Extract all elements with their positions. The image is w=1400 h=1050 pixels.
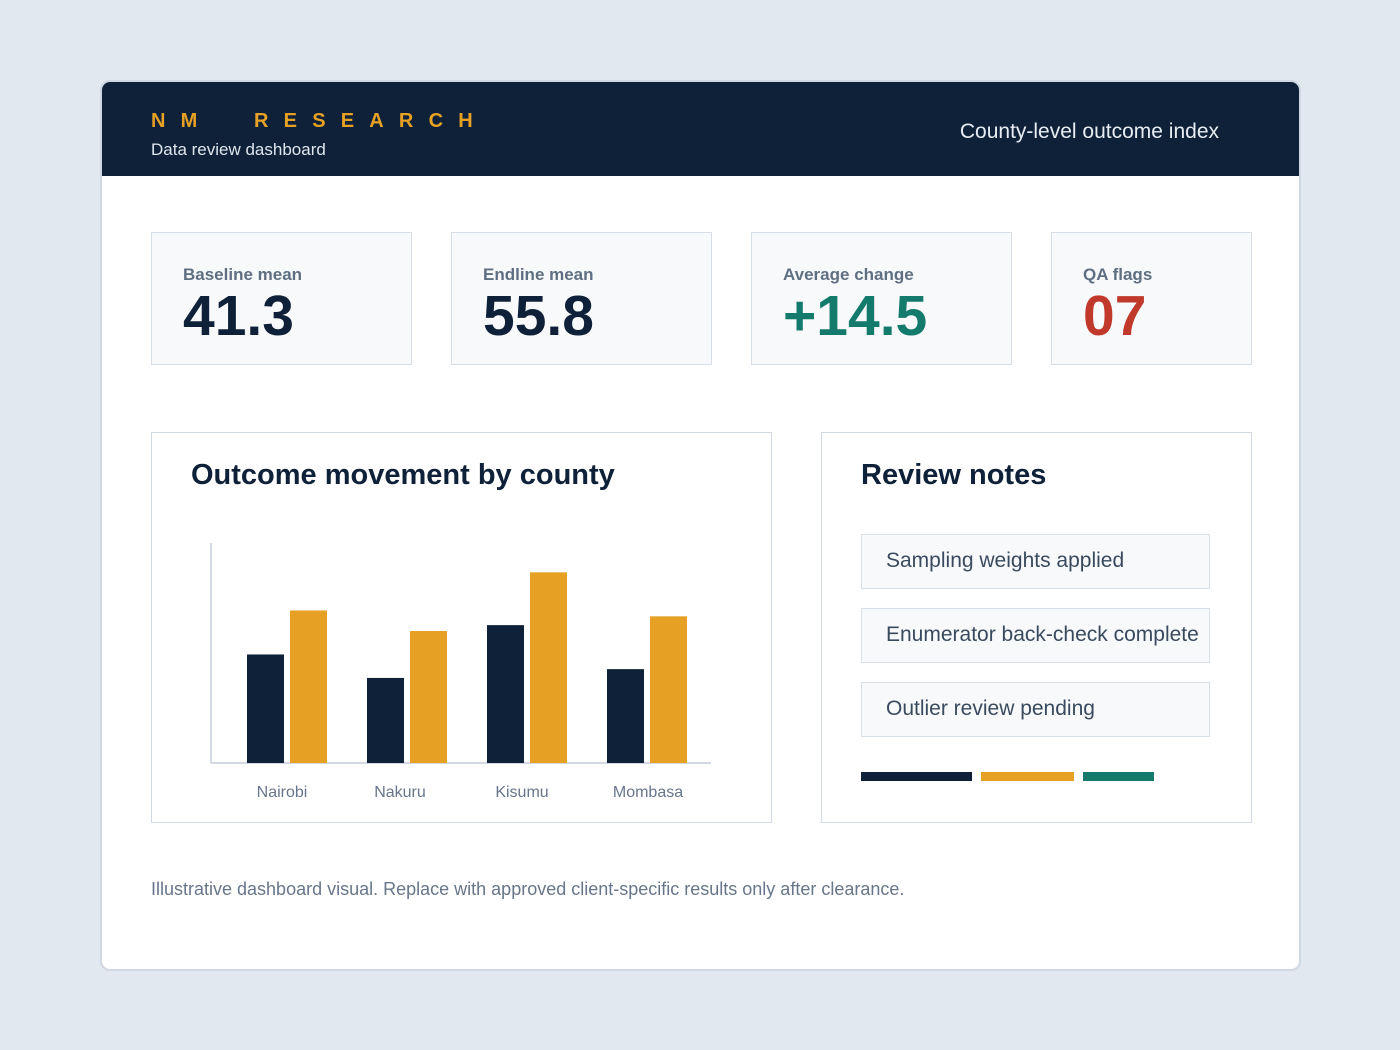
stat-label: Endline mean (483, 265, 594, 284)
dashboard-header: NM RESEARCH Data review dashboard County… (102, 82, 1299, 176)
x-tick-label: Nairobi (257, 784, 308, 801)
dashboard-subtitle: Data review dashboard (151, 140, 326, 159)
dashboard-card: NM RESEARCH Data review dashboard County… (100, 80, 1301, 971)
stat-card-average-change: Average change +14.5 (751, 232, 1012, 365)
review-notes-title: Review notes (861, 459, 1047, 491)
note-text: Outlier review pending (886, 697, 1095, 720)
stat-label: Baseline mean (183, 265, 303, 284)
bar-mombasa-1 (650, 616, 687, 763)
review-notes-panel: Review notes Sampling weights applied En… (821, 432, 1252, 823)
brand-logo-text: NM RESEARCH (151, 110, 488, 132)
chart-title: Outcome movement by county (191, 459, 615, 491)
color-swatch-navy (861, 772, 972, 781)
stat-card-baseline: Baseline mean 41.3 (151, 232, 412, 365)
bar-nakuru-1 (410, 631, 447, 763)
stat-card-qa-flags: QA flags 07 (1051, 232, 1252, 365)
bar-chart: Nairobi Nakuru Kisumu Mombasa (210, 543, 711, 801)
x-tick-label: Kisumu (495, 784, 548, 801)
x-tick-label: Mombasa (613, 784, 683, 801)
note-text: Sampling weights applied (886, 549, 1125, 572)
bar-mombasa-0 (607, 669, 644, 763)
stat-label: Average change (783, 265, 914, 284)
bar-nairobi-1 (290, 610, 327, 763)
stat-card-endline: Endline mean 55.8 (451, 232, 712, 365)
footnote: Illustrative dashboard visual. Replace w… (151, 879, 905, 899)
stat-value: 07 (1083, 284, 1147, 348)
dashboard-title: County-level outcome index (959, 120, 1219, 143)
bar-nakuru-0 (367, 677, 404, 763)
chart-panel: Nairobi Nakuru Kisumu Mombasa Outcome movem… (151, 432, 772, 823)
color-swatch-teal (1083, 772, 1154, 781)
x-tick-label: Nakuru (374, 784, 426, 801)
bar-kisumu-1 (530, 572, 567, 763)
note-item: Sampling weights applied (861, 534, 1210, 589)
bar-kisumu-0 (487, 625, 524, 763)
stat-value: +14.5 (783, 284, 928, 348)
note-item: Enumerator back-check complete (861, 608, 1210, 663)
bar-nairobi-0 (247, 654, 284, 763)
color-swatch-amber (981, 772, 1074, 781)
note-item: Outlier review pending (861, 682, 1210, 737)
stat-value: 41.3 (183, 284, 294, 348)
note-text: Enumerator back-check complete (886, 623, 1199, 646)
stat-value: 55.8 (483, 284, 594, 348)
stat-label: QA flags (1083, 265, 1153, 284)
